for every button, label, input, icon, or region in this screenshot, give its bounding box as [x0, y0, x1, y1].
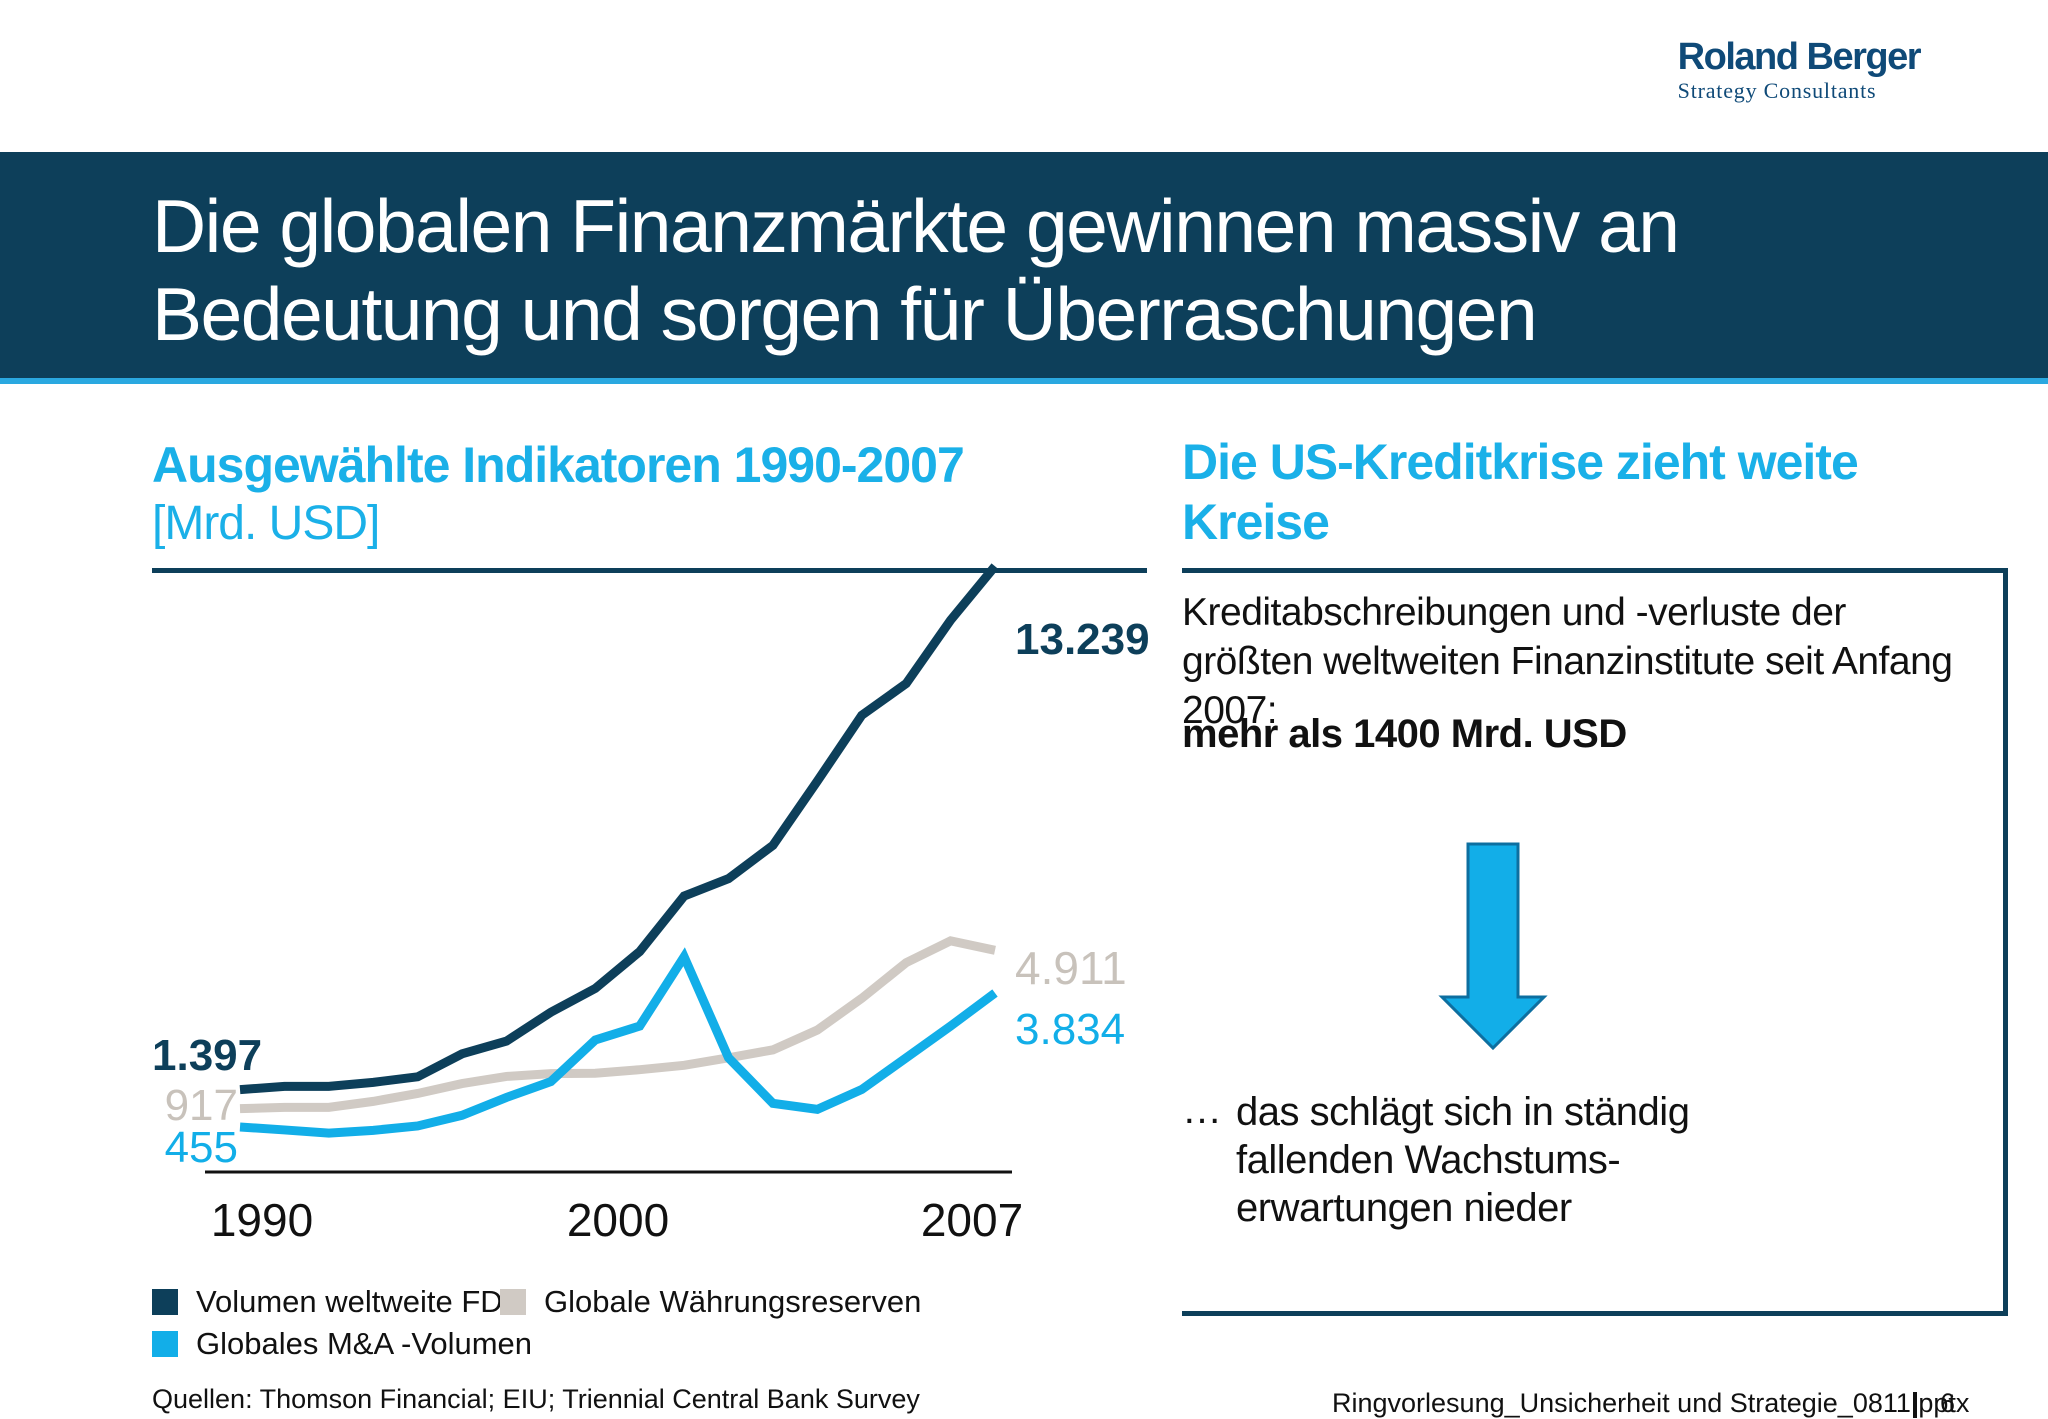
start-label-volumen-weltweite-fdi: 1.397 — [152, 1031, 262, 1080]
ellipsis-mark: … — [1182, 1088, 1222, 1132]
footer-filename: Ringvorlesung_Unsicherheit und Strategie… — [1332, 1388, 1970, 1418]
legend-swatch-mna — [152, 1331, 178, 1357]
chart-series-group — [239, 563, 999, 1138]
x-tick-label-2007: 2007 — [921, 1194, 1023, 1246]
series-line-globales-m-a-volumen — [239, 947, 998, 1138]
roland-berger-logo: Roland Berger Strategy Consultants — [1677, 36, 1922, 104]
x-tick-label-2000: 2000 — [567, 1194, 669, 1246]
legend-swatch-reserves — [500, 1289, 526, 1315]
chart-title: Ausgewählte Indikatoren 1990-2007 — [152, 437, 965, 493]
slide-title-line-2: Bedeutung und sorgen für Überraschungen — [152, 272, 1538, 356]
legend-swatch-fdi — [152, 1289, 178, 1315]
start-label-globale-w-hrungsreserven: 917 — [165, 1081, 238, 1130]
logo-tagline: Strategy Consultants — [1677, 78, 1877, 103]
legend-item-reserves: Globale Währungsreserven — [500, 1284, 921, 1320]
series-value-labels: 1.397 13.239 917 4.911 455 3.834 — [152, 615, 1150, 1172]
end-label-globale-w-hrungsreserven: 4.911 — [1015, 942, 1127, 994]
series-line-volumen-weltweite-fdi — [239, 563, 999, 1095]
header-band — [0, 152, 2048, 380]
down-arrow-icon — [1438, 842, 1548, 1051]
right-panel-title: Die US-Kreditkrise zieht weite Kreise — [1182, 434, 1859, 550]
right-panel-highlight: mehr als 1400 Mrd. USD — [1182, 712, 1627, 756]
x-tick-labels: 1990 2000 2007 — [211, 1194, 1023, 1246]
right-panel-text: Kreditabschreibungen und -verluste der g… — [1182, 591, 1953, 732]
chart-title-rule — [152, 568, 1147, 573]
legend-item-fdi: Volumen weltweite FDI — [152, 1284, 511, 1320]
end-label-globales-m-a-volumen: 3.834 — [1015, 1005, 1125, 1054]
x-tick-label-1990: 1990 — [211, 1194, 313, 1246]
footer-separator — [1913, 1392, 1917, 1418]
chart-unit: [Mrd. USD] — [152, 497, 380, 550]
legend-label-fdi: Volumen weltweite FDI — [196, 1284, 512, 1319]
page-number: 6 — [1940, 1388, 1956, 1418]
source-note: Quellen: Thomson Financial; EIU; Trienni… — [152, 1384, 920, 1414]
legend-label-reserves: Globale Währungsreserven — [544, 1284, 922, 1319]
legend-item-mna: Globales M&A -Volumen — [152, 1326, 532, 1362]
legend-label-mna: Globales M&A -Volumen — [196, 1326, 533, 1361]
header-accent-line — [0, 378, 2048, 384]
slide-title: Die globalen Finanzmärkte gewinnen massi… — [152, 182, 1952, 358]
logo-wordmark: Roland Berger — [1677, 36, 1922, 78]
series-line-globale-w-hrungsreserven — [239, 936, 996, 1114]
right-panel-conclusion: das schlägt sich in ständig fallenden Wa… — [1236, 1090, 1690, 1230]
start-label-globales-m-a-volumen: 455 — [165, 1123, 238, 1172]
slide-title-line-1: Die globalen Finanzmärkte gewinnen massi… — [152, 184, 1680, 268]
end-label-volumen-weltweite-fdi: 13.239 — [1015, 615, 1150, 664]
right-panel-frame — [1182, 568, 2008, 1316]
